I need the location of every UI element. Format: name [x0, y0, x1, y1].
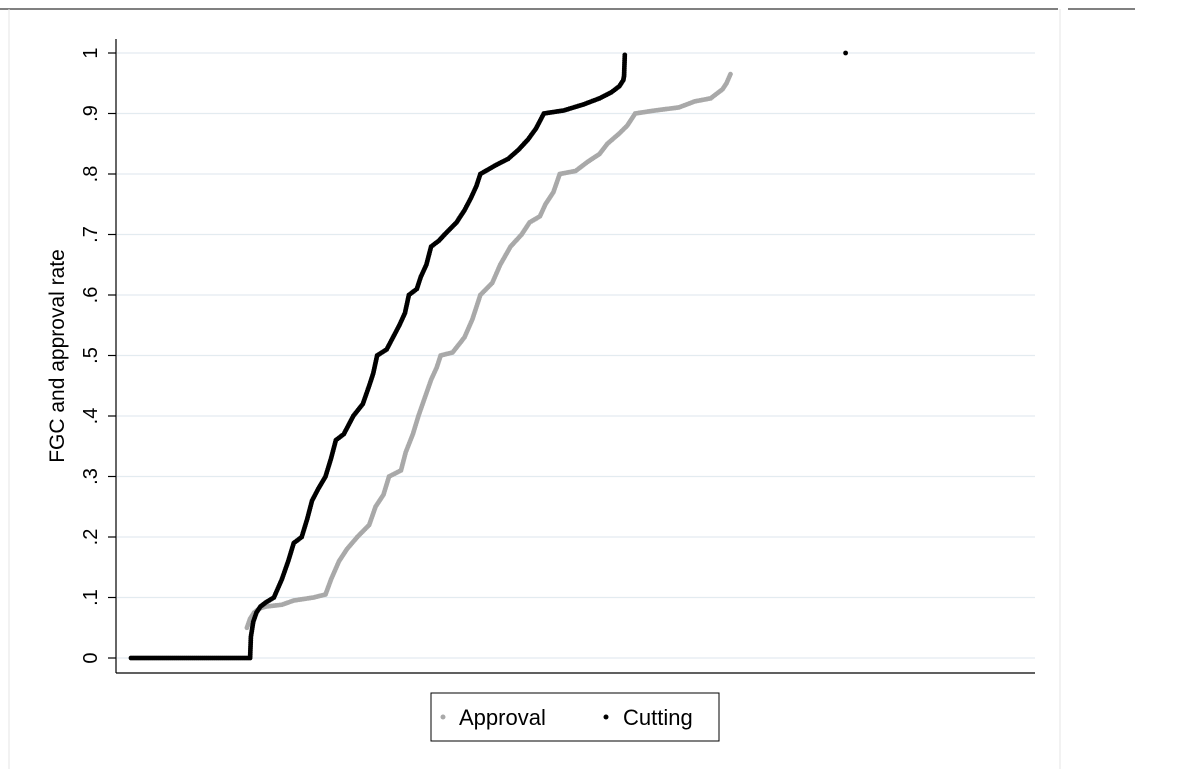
legend-label-approval: Approval [459, 705, 546, 730]
y-tick-label: .8 [80, 166, 102, 183]
legend-marker-approval [440, 714, 446, 720]
data-series [128, 50, 848, 661]
data-point [728, 71, 733, 77]
legend-marker-cutting [603, 714, 609, 720]
y-tick-label: 0 [80, 652, 102, 663]
data-point [622, 52, 628, 58]
y-tick-label: .7 [80, 226, 102, 243]
series-cutting [128, 50, 848, 661]
y-tick-label: .9 [80, 105, 102, 122]
y-tick-label: 1 [80, 47, 102, 58]
data-point [843, 50, 848, 56]
y-ticks: 0 .1 .2 .3 .4 .5 .6 .7 .8 .9 1 [80, 47, 116, 664]
y-tick-label: .3 [80, 468, 102, 485]
y-tick-label: .1 [80, 589, 102, 606]
frame-lines [0, 8, 1135, 769]
y-tick-label: .2 [80, 529, 102, 546]
legend-label-cutting: Cutting [623, 705, 693, 730]
legend-box [430, 692, 720, 742]
y-tick-label: .4 [80, 408, 102, 425]
y-axis-title: FGC and approval rate [46, 249, 69, 463]
y-tick-label: .6 [80, 287, 102, 304]
y-tick-label: .5 [80, 347, 102, 364]
gridlines [117, 52, 1035, 659]
series-approval [244, 71, 733, 631]
legend: Approval Cutting [430, 692, 720, 742]
